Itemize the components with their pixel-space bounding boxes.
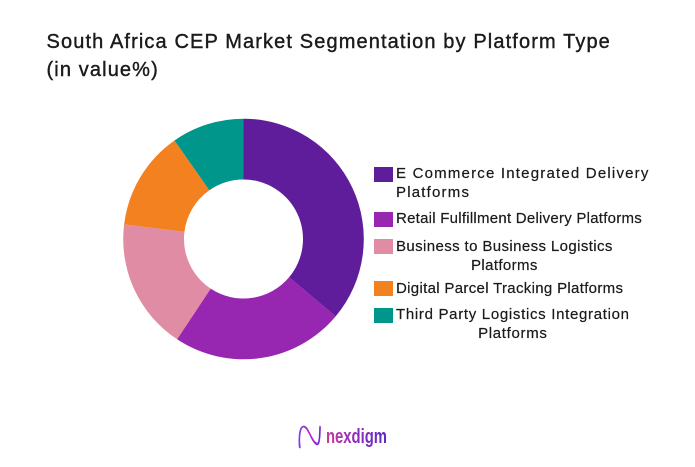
svg-text:nexdigm: nexdigm — [326, 426, 387, 448]
